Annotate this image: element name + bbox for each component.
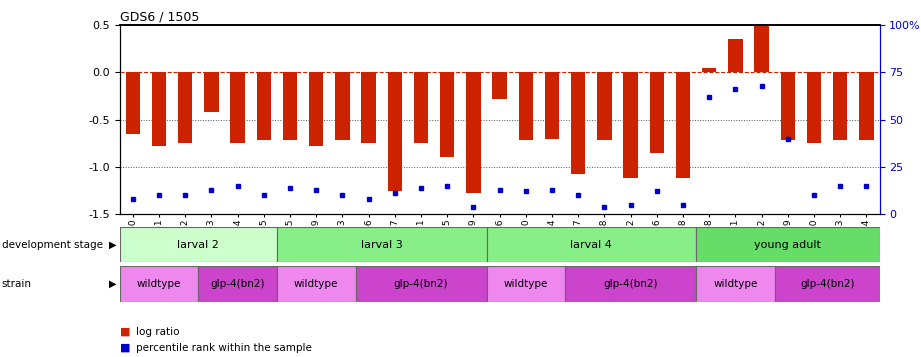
Bar [775,266,880,302]
Bar [486,266,565,302]
Bar [696,227,880,262]
Bar [486,227,696,262]
Bar [571,72,586,174]
Text: wildtype: wildtype [713,279,758,289]
Bar [676,72,690,178]
Text: strain: strain [2,279,32,289]
Bar [565,266,696,302]
Text: ■: ■ [120,343,130,353]
Bar [356,266,486,302]
Bar [781,72,795,140]
Bar [702,67,717,72]
Bar [834,72,847,140]
Text: wildtype: wildtype [294,279,338,289]
Bar [120,266,198,302]
Text: glp-4(bn2): glp-4(bn2) [603,279,658,289]
Bar [807,72,822,143]
Bar [204,72,218,112]
Text: larval 4: larval 4 [570,240,612,250]
Bar [178,72,192,143]
Bar [230,72,245,143]
Bar [597,72,612,140]
Text: ▶: ▶ [109,279,116,289]
Text: glp-4(bn2): glp-4(bn2) [210,279,265,289]
Bar [388,72,402,191]
Bar [466,72,481,193]
Bar [198,266,277,302]
Bar [859,72,874,140]
Bar [125,72,140,134]
Bar [277,227,486,262]
Bar [696,266,775,302]
Text: wildtype: wildtype [137,279,181,289]
Bar [545,72,559,139]
Bar [519,72,533,140]
Bar [729,39,742,72]
Bar [414,72,428,143]
Text: glp-4(bn2): glp-4(bn2) [394,279,449,289]
Bar [257,72,271,140]
Bar [754,25,769,72]
Bar [335,72,350,140]
Bar [624,72,638,178]
Bar [361,72,376,143]
Text: larval 2: larval 2 [178,240,219,250]
Text: young adult: young adult [754,240,822,250]
Bar [309,72,323,146]
Bar [283,72,297,140]
Text: percentile rank within the sample: percentile rank within the sample [136,343,312,353]
Bar [493,72,507,99]
Text: development stage: development stage [2,240,103,250]
Text: ■: ■ [120,327,130,337]
Bar [120,227,277,262]
Text: GDS6 / 1505: GDS6 / 1505 [120,11,199,24]
Bar [277,266,356,302]
Text: ▶: ▶ [109,240,116,250]
Text: log ratio: log ratio [136,327,180,337]
Text: larval 3: larval 3 [361,240,402,250]
Text: glp-4(bn2): glp-4(bn2) [800,279,855,289]
Text: wildtype: wildtype [504,279,548,289]
Bar [649,72,664,153]
Bar [440,72,454,157]
Bar [152,72,166,146]
